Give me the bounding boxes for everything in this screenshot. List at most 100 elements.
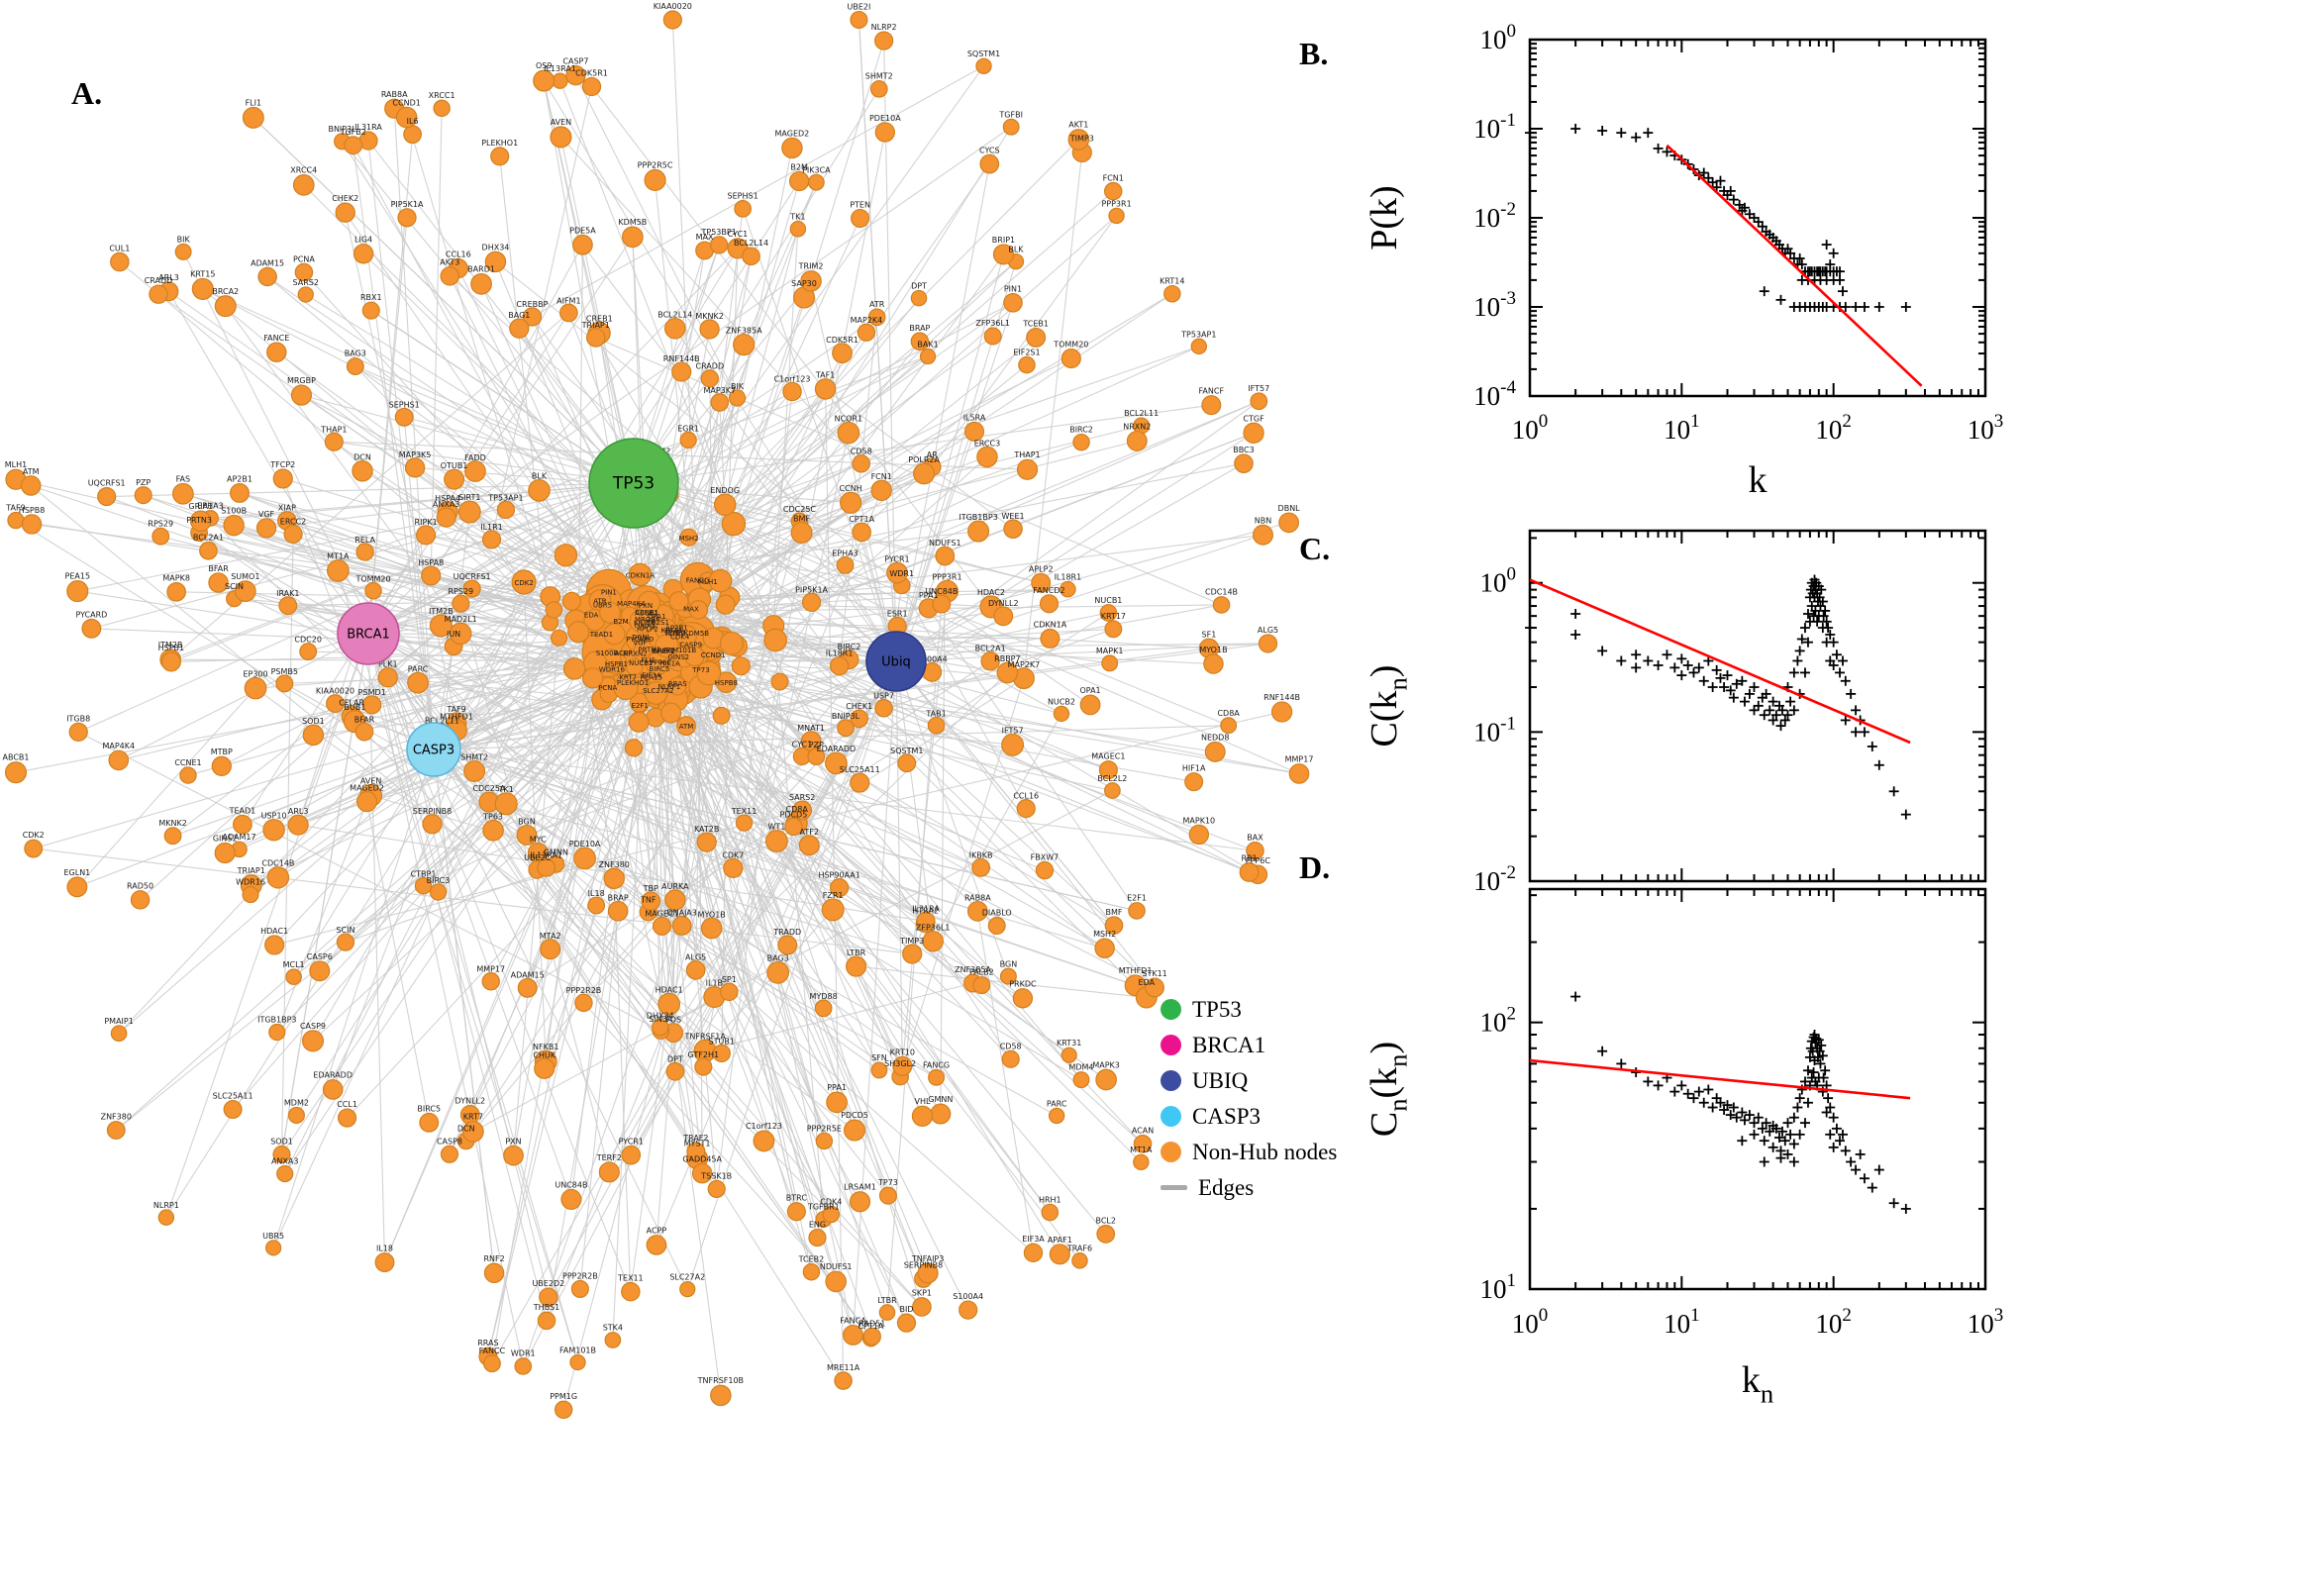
gene-label: KRT7: [619, 673, 637, 681]
network-edge: [546, 490, 882, 1322]
gene-label: ADAM15: [251, 258, 284, 267]
gene-label: FLI1: [246, 99, 262, 108]
labels-layer: MAGEC1 DHX34 ARL3 TAF9 CD8A ALG5 RNF144B C1orf1…: [3, 2, 1314, 1401]
network-node: [299, 643, 318, 660]
network-edge: [638, 686, 838, 1103]
gene-label: NUCB1: [1094, 596, 1122, 605]
network-edge: [639, 704, 981, 868]
edge-line-swatch: [1161, 1185, 1187, 1190]
network-node: [160, 651, 181, 672]
gene-label: AVEN: [360, 777, 381, 786]
network-node: [429, 883, 448, 901]
gene-label: CASP6: [307, 952, 333, 961]
gene-label: SHMT2: [460, 753, 488, 762]
network-node: [572, 234, 593, 255]
network-node: [7, 511, 25, 530]
network-node: [699, 319, 720, 340]
network-node: [624, 739, 644, 757]
gene-label: MTBP: [665, 630, 684, 638]
tick-label: 103: [1968, 411, 2004, 445]
network-node: [377, 667, 398, 688]
network-edge: [638, 721, 1156, 988]
gene-label: BCL2L11: [1124, 409, 1159, 418]
x-axis-label: k: [1749, 459, 1768, 501]
network-node: [1220, 717, 1238, 735]
network-edge: [543, 80, 645, 652]
network-node: [671, 915, 692, 936]
gene-label: FAM101B: [559, 1346, 596, 1354]
gene-label: STK11: [1142, 969, 1166, 978]
network-node: [1060, 348, 1081, 369]
gene-label: WDR1: [511, 1349, 536, 1358]
gene-label: TBP: [643, 884, 658, 893]
network-edge: [641, 344, 745, 622]
tick-label: 10-4: [1473, 377, 1516, 411]
network-node: [668, 591, 689, 612]
gene-label: FCN1: [1103, 173, 1124, 182]
fit-line: [1666, 144, 1923, 387]
gene-label: ADAM17: [223, 833, 256, 842]
network-node: [910, 332, 930, 351]
network-edge: [546, 651, 662, 1322]
gene-label: PPP2R2B: [562, 1271, 598, 1280]
network-node: [414, 876, 433, 895]
gene-label: TEX11: [617, 1273, 644, 1282]
network-node: [4, 761, 28, 784]
gene-label: FANCG: [686, 577, 710, 585]
gene-label: CREB1: [586, 315, 613, 324]
network-node: [922, 930, 944, 952]
gene-label: BIRC2: [1069, 426, 1093, 435]
gene-label: PPP2R5C: [638, 160, 673, 169]
network-node: [559, 303, 578, 323]
network-node: [309, 960, 331, 982]
gene-label: POLR2A: [908, 455, 940, 464]
network-node: [660, 702, 682, 724]
network-node: [290, 384, 313, 406]
network-node: [496, 500, 516, 520]
gene-label: BTRC: [786, 1194, 808, 1203]
network-edge: [858, 19, 897, 662]
network-edge: [638, 686, 788, 946]
network-edge: [367, 505, 627, 635]
network-node: [403, 125, 422, 145]
network-edge: [370, 794, 913, 954]
network-node: [364, 581, 382, 600]
network-edge: [254, 687, 856, 1131]
gene-label: ALG5: [685, 953, 706, 962]
network-node: [917, 1262, 939, 1284]
gene-label: KAT2B: [694, 825, 719, 834]
network-node: [720, 982, 739, 1002]
gene-label: SOD1: [270, 1138, 293, 1147]
network-edge: [704, 132, 886, 1051]
gene-label: BAG1: [508, 311, 530, 320]
network-node: [503, 1145, 524, 1166]
gene-label: FANCE: [263, 334, 289, 343]
network-node: [570, 1279, 589, 1298]
gene-label: HIF1A: [659, 659, 680, 667]
tick-label: 102: [1815, 1305, 1851, 1339]
gene-label: MLH1: [698, 578, 718, 586]
network-node: [419, 1112, 440, 1133]
network-edge: [115, 685, 670, 1131]
gene-label: BFAR: [354, 715, 375, 724]
network-node: [807, 173, 825, 191]
network-node: [657, 992, 681, 1016]
network-edge: [77, 731, 661, 1032]
gene-label: PIP5K1A: [795, 585, 828, 594]
gene-label: SLC27A2: [669, 1273, 705, 1282]
network-node: [421, 565, 442, 586]
network-node: [972, 976, 991, 995]
gene-label: BCL2L11: [425, 716, 459, 725]
gene-label: IFT57: [1002, 726, 1024, 735]
gene-label: BLK: [1008, 246, 1024, 254]
network-node: [892, 1055, 913, 1076]
gene-label: NUCB2: [629, 659, 654, 667]
gene-label: AIFM1: [556, 296, 580, 305]
network-node: [1012, 988, 1034, 1009]
network-node: [353, 244, 374, 264]
network-node: [688, 600, 709, 620]
gene-label: AP2B1: [665, 624, 688, 632]
gene-label: IFT57: [1248, 384, 1269, 393]
gene-label: BUB1: [344, 703, 365, 712]
